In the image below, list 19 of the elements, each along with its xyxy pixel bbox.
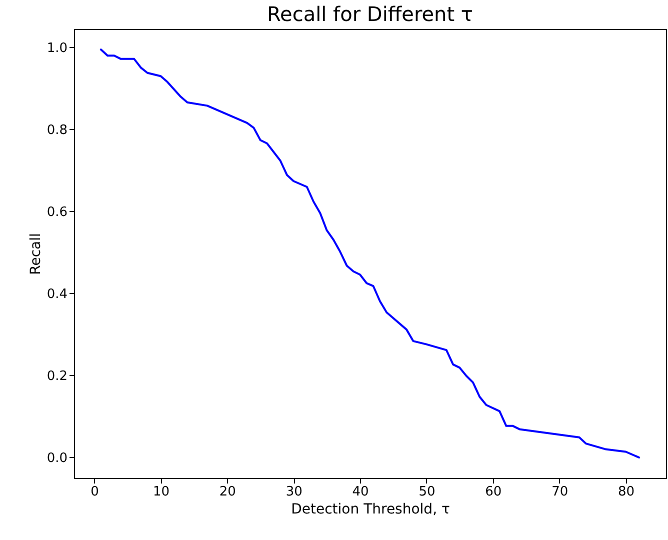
x-tick-label: 20 xyxy=(219,484,236,500)
y-tick-label: 0.6 xyxy=(46,204,68,220)
x-tick-label: 80 xyxy=(618,484,635,500)
x-tick-label: 40 xyxy=(352,484,369,500)
x-tick-label: 0 xyxy=(90,484,99,500)
x-tick-label: 70 xyxy=(552,484,568,500)
y-tick-label: 0.2 xyxy=(46,368,68,384)
line-series xyxy=(100,48,640,458)
x-tick-label: 30 xyxy=(286,484,302,500)
x-tick-label: 10 xyxy=(152,484,170,500)
y-tick-label: 0.0 xyxy=(46,451,68,466)
y-tick-label: 0.8 xyxy=(46,122,68,138)
x-tick-label: 50 xyxy=(418,484,436,500)
y-axis-title: Recall xyxy=(28,233,44,275)
x-axis-title: Detection Threshold, τ xyxy=(291,502,450,518)
y-tick-label: 1.0 xyxy=(46,40,68,56)
y-tick-label: 0.4 xyxy=(46,286,68,302)
x-tick-label: 60 xyxy=(485,484,502,500)
chart-title: Recall for Different τ xyxy=(267,2,473,26)
